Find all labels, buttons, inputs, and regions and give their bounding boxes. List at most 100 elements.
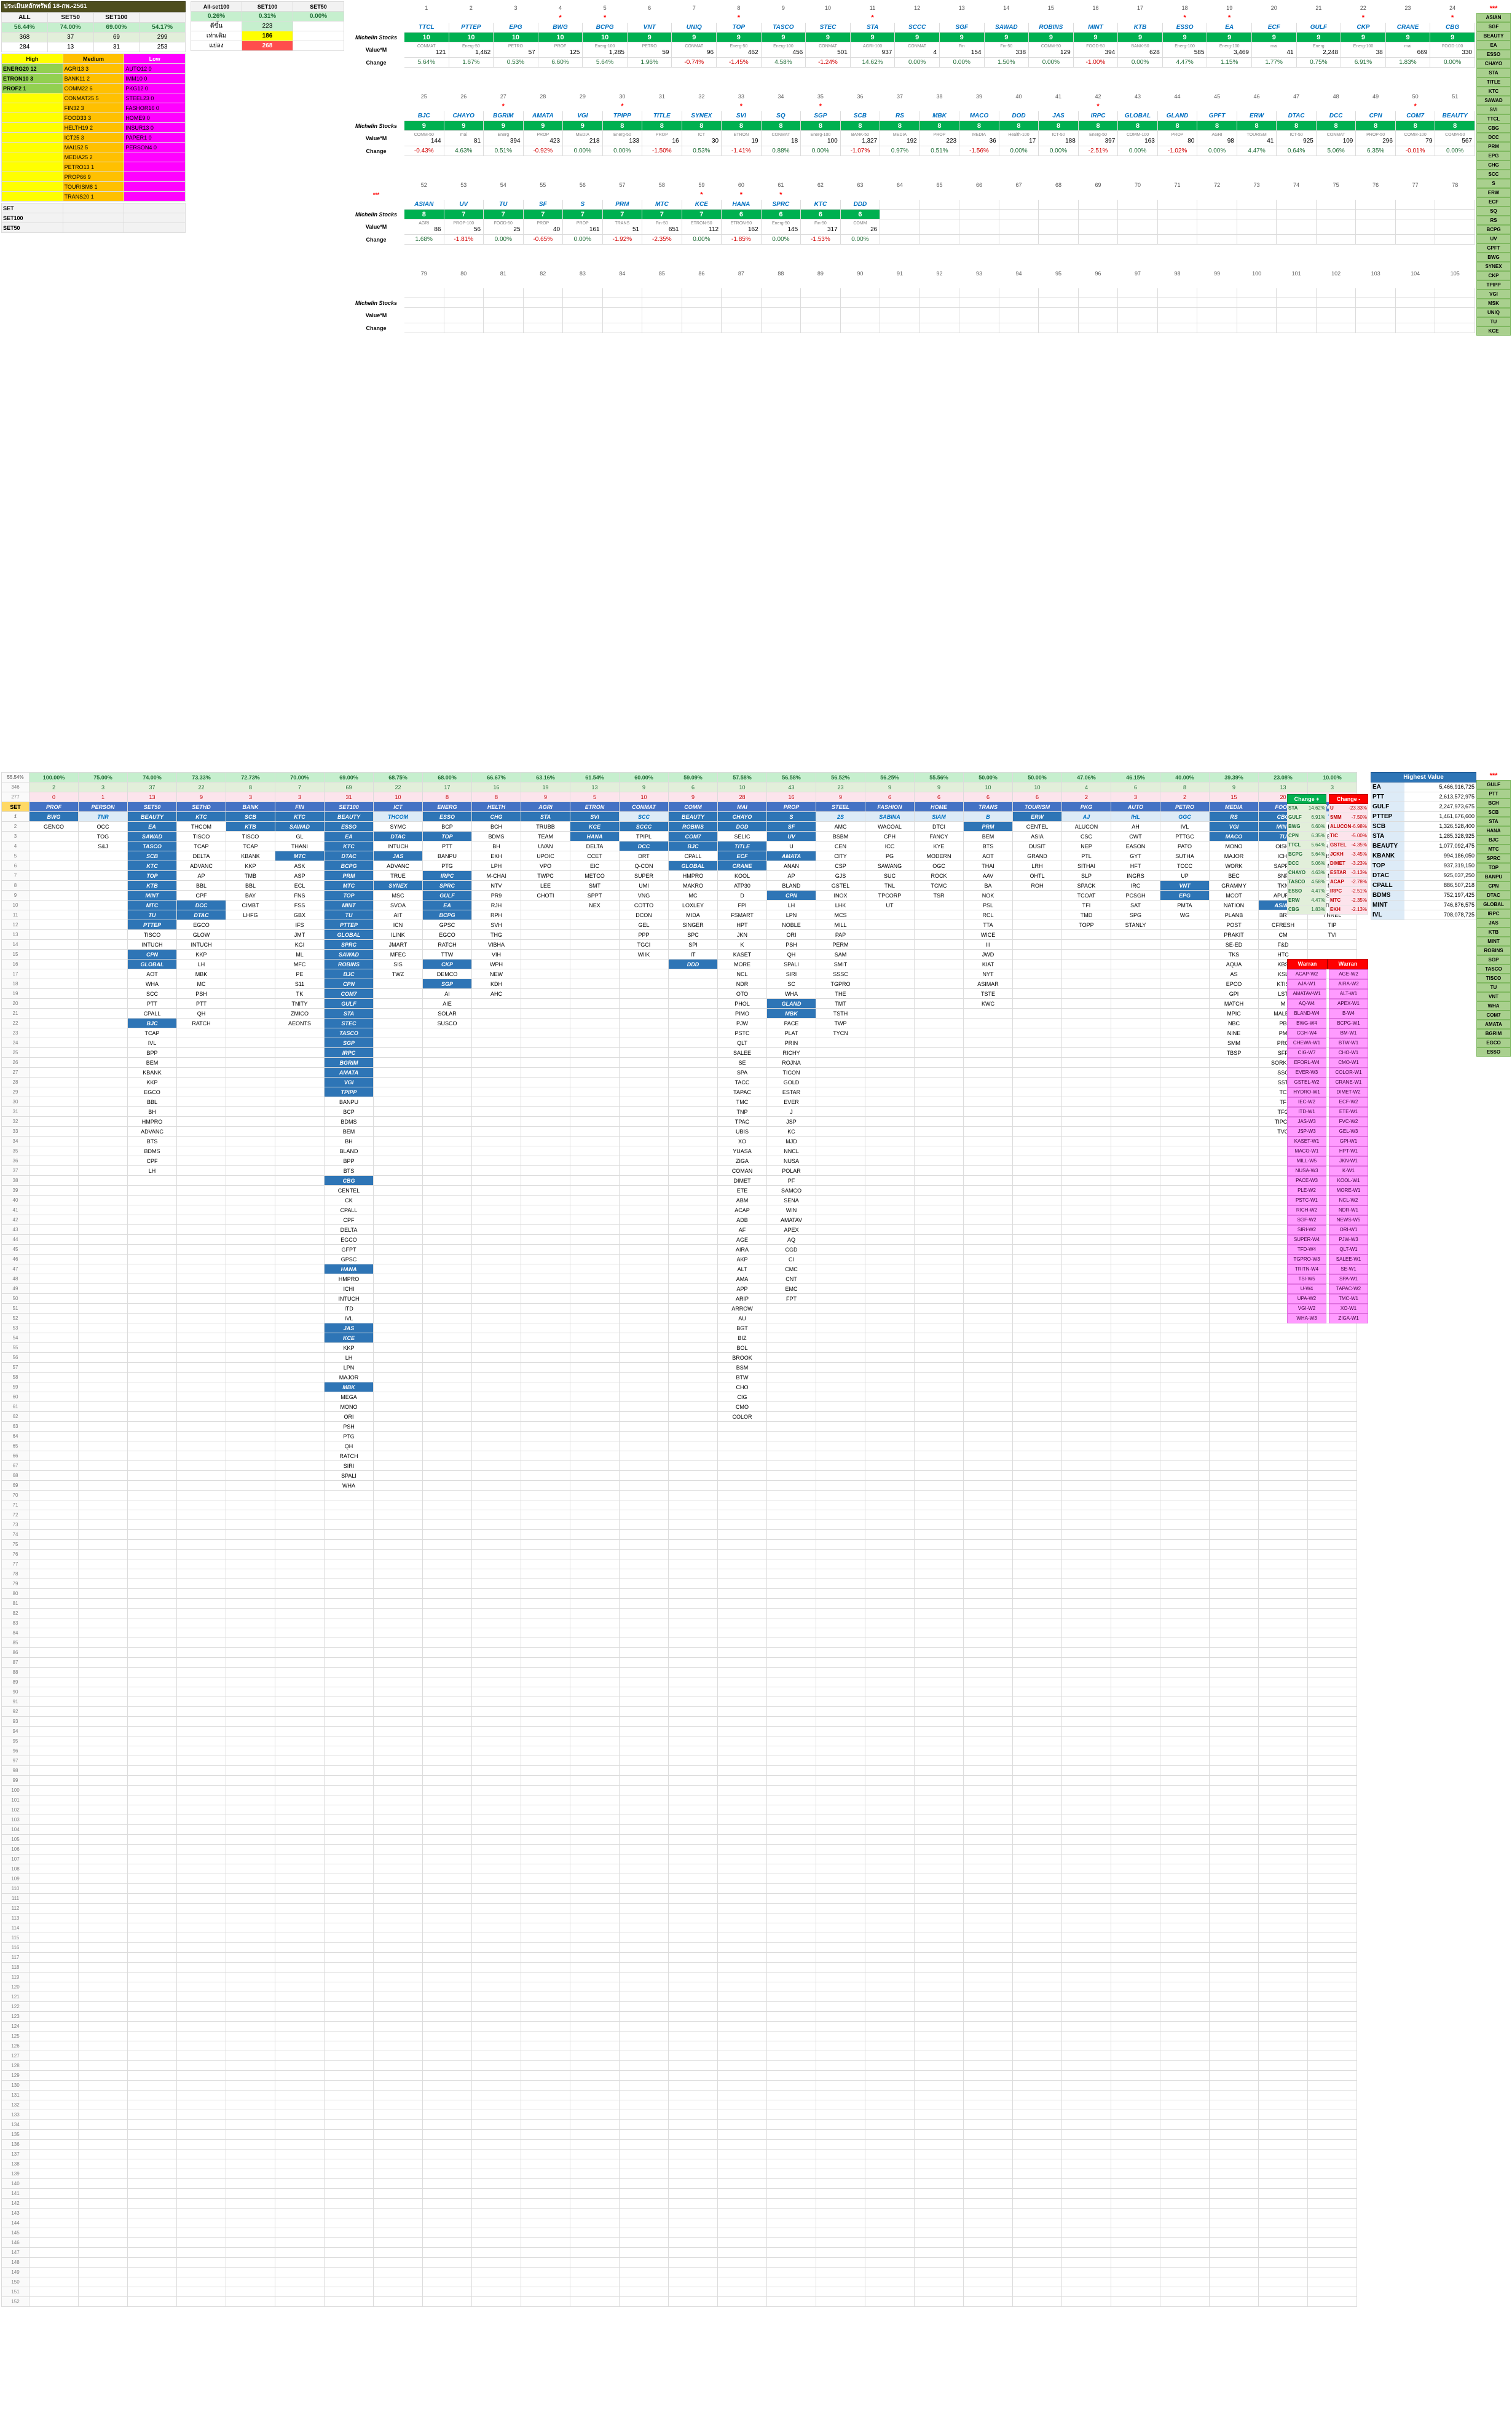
change-cell[interactable] xyxy=(1038,323,1079,333)
grid-cell[interactable] xyxy=(422,1490,472,1500)
grid-cell[interactable] xyxy=(668,1342,718,1353)
grid-cell[interactable] xyxy=(324,1529,374,1540)
grid-cell[interactable]: PRM xyxy=(963,821,1013,832)
grid-cell[interactable] xyxy=(816,1038,865,1048)
grid-cell[interactable] xyxy=(766,2051,816,2061)
grid-cell[interactable] xyxy=(963,1765,1013,1776)
grid-cell[interactable]: TOG xyxy=(78,831,128,841)
grid-cell[interactable] xyxy=(471,1952,521,1963)
grid-cell[interactable] xyxy=(78,1539,128,1550)
grid-cell[interactable] xyxy=(373,1815,423,1825)
grid-cell[interactable] xyxy=(29,2090,79,2100)
grid-cell[interactable] xyxy=(1160,1913,1210,1923)
grid-cell[interactable]: COLOR xyxy=(717,1411,767,1422)
grid-cell[interactable] xyxy=(717,1451,767,1461)
blank-cell[interactable] xyxy=(293,21,344,31)
grid-cell[interactable]: ML xyxy=(275,949,325,960)
grid-cell[interactable] xyxy=(373,1628,423,1638)
grid-cell[interactable] xyxy=(1111,1706,1160,1717)
grid-cell[interactable] xyxy=(1061,1106,1111,1117)
grid-cell[interactable] xyxy=(29,1824,79,1835)
grid-cell[interactable] xyxy=(1209,1549,1259,1559)
grid-cell[interactable]: BANPU xyxy=(422,851,472,861)
grid-cell[interactable] xyxy=(127,1392,177,1402)
grid-cell[interactable]: CMC xyxy=(766,1264,816,1274)
grid-cell[interactable]: WORK xyxy=(1209,861,1259,871)
grid-cell[interactable]: NEX xyxy=(570,900,620,910)
grid-cell[interactable]: NBC xyxy=(1209,1018,1259,1028)
grid-cell[interactable] xyxy=(324,1972,374,1982)
grid-cell[interactable]: KOOL xyxy=(717,870,767,881)
grid-cell[interactable] xyxy=(914,1136,964,1146)
grid-cell[interactable] xyxy=(1258,1519,1308,1530)
value-cell[interactable] xyxy=(483,307,524,323)
score-cell[interactable]: 7 xyxy=(602,209,643,219)
grid-cell[interactable] xyxy=(324,1559,374,1569)
grid-cell[interactable] xyxy=(865,1529,915,1540)
grid-cell[interactable] xyxy=(914,1775,964,1786)
grid-cell[interactable] xyxy=(373,1529,423,1540)
grid-cell[interactable] xyxy=(1209,1697,1259,1707)
grid-cell[interactable]: WIN xyxy=(766,1205,816,1215)
grid-cell[interactable] xyxy=(127,1352,177,1363)
grid-cell[interactable] xyxy=(717,1805,767,1815)
grid-cell[interactable] xyxy=(1160,1628,1210,1638)
grid-cell[interactable]: BANPU xyxy=(324,1097,374,1107)
grid-cell[interactable] xyxy=(963,1608,1013,1618)
grid-cell[interactable] xyxy=(1012,2090,1062,2100)
grid-cell[interactable] xyxy=(226,2119,275,2130)
grid-cell[interactable] xyxy=(963,1844,1013,1854)
grid-cell[interactable] xyxy=(668,1008,718,1019)
grid-cell[interactable] xyxy=(766,1382,816,1392)
grid-cell[interactable] xyxy=(226,1392,275,1402)
grid-cell[interactable] xyxy=(78,1018,128,1028)
grid-cell[interactable] xyxy=(1160,949,1210,960)
grid-cell[interactable] xyxy=(1111,1893,1160,1904)
grid-cell[interactable] xyxy=(324,2090,374,2100)
grid-cell[interactable] xyxy=(78,2031,128,2041)
grid-cell[interactable] xyxy=(1061,1519,1111,1530)
grid-cell[interactable] xyxy=(865,1451,915,1461)
grid-cell[interactable] xyxy=(1061,1254,1111,1264)
grid-cell[interactable] xyxy=(1160,2031,1210,2041)
grid-cell[interactable] xyxy=(373,1618,423,1628)
grid-cell[interactable] xyxy=(1258,1736,1308,1746)
grid-cell[interactable] xyxy=(471,1008,521,1019)
grid-cell[interactable] xyxy=(717,1539,767,1550)
grid-cell[interactable] xyxy=(963,2110,1013,2120)
count-row-b-cell[interactable]: 9 xyxy=(816,792,865,802)
grid-cell[interactable]: AF xyxy=(717,1224,767,1235)
grid-cell[interactable] xyxy=(1111,998,1160,1009)
value-cell[interactable] xyxy=(602,307,643,323)
grid-cell[interactable] xyxy=(176,1156,226,1166)
grid-cell[interactable] xyxy=(1307,1815,1357,1825)
summary-cell[interactable]: 56.44% xyxy=(1,22,48,33)
grid-cell[interactable] xyxy=(176,1756,226,1766)
grid-cell[interactable]: YUASA xyxy=(717,1146,767,1156)
grid-cell[interactable] xyxy=(1111,1559,1160,1569)
grid-cell[interactable] xyxy=(471,1106,521,1117)
grid-cell[interactable] xyxy=(865,1805,915,1815)
score-cell[interactable]: 9 xyxy=(1117,32,1163,42)
ticker-cell[interactable]: GULF xyxy=(1296,22,1342,33)
grid-cell[interactable] xyxy=(176,1392,226,1402)
grid-cell[interactable] xyxy=(1209,1962,1259,1973)
level-high-cell[interactable] xyxy=(1,171,63,182)
score-cell[interactable] xyxy=(1197,209,1237,219)
grid-cell[interactable] xyxy=(865,1372,915,1382)
grid-cell[interactable] xyxy=(619,1205,669,1215)
grid-cell[interactable] xyxy=(1012,1785,1062,1795)
grid-cell[interactable] xyxy=(1209,1618,1259,1628)
score-cell[interactable] xyxy=(1077,298,1119,308)
grid-cell[interactable] xyxy=(1160,1077,1210,1087)
ticker-cell[interactable]: ERW xyxy=(1236,111,1277,121)
grid-cell[interactable] xyxy=(766,1952,816,1963)
grid-cell[interactable] xyxy=(570,1854,620,1864)
grid-cell[interactable]: TKS xyxy=(1209,949,1259,960)
grid-cell[interactable] xyxy=(471,1352,521,1363)
grid-cell[interactable] xyxy=(1111,1736,1160,1746)
grid-cell[interactable] xyxy=(570,1205,620,1215)
grid-cell[interactable] xyxy=(127,1293,177,1304)
grid-cell[interactable] xyxy=(29,1529,79,1540)
value-cell[interactable]: Energ-100 3,469 xyxy=(1207,42,1252,58)
